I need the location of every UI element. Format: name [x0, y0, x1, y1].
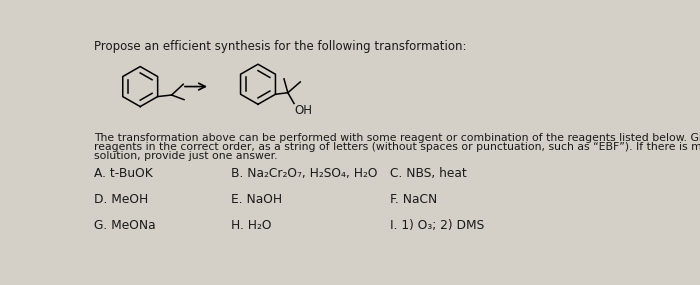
Text: I. 1) O₃; 2) DMS: I. 1) O₃; 2) DMS	[390, 219, 484, 232]
Text: The transformation above can be performed with some reagent or combination of th: The transformation above can be performe…	[94, 133, 700, 143]
Text: solution, provide just one answer.: solution, provide just one answer.	[94, 151, 277, 161]
Text: reagents in the correct order, as a string of letters (without spaces or punctua: reagents in the correct order, as a stri…	[94, 142, 700, 152]
Text: B. Na₂Cr₂O₇, H₂SO₄, H₂O: B. Na₂Cr₂O₇, H₂SO₄, H₂O	[231, 167, 377, 180]
Text: F. NaCN: F. NaCN	[390, 193, 437, 206]
Text: Propose an efficient synthesis for the following transformation:: Propose an efficient synthesis for the f…	[94, 40, 466, 53]
Text: E. NaOH: E. NaOH	[231, 193, 282, 206]
Text: G. MeONa: G. MeONa	[94, 219, 155, 232]
Text: D. MeOH: D. MeOH	[94, 193, 148, 206]
Text: C. NBS, heat: C. NBS, heat	[390, 167, 466, 180]
Text: OH: OH	[295, 104, 313, 117]
Text: H. H₂O: H. H₂O	[231, 219, 272, 232]
Text: A. t-BuOK: A. t-BuOK	[94, 167, 153, 180]
